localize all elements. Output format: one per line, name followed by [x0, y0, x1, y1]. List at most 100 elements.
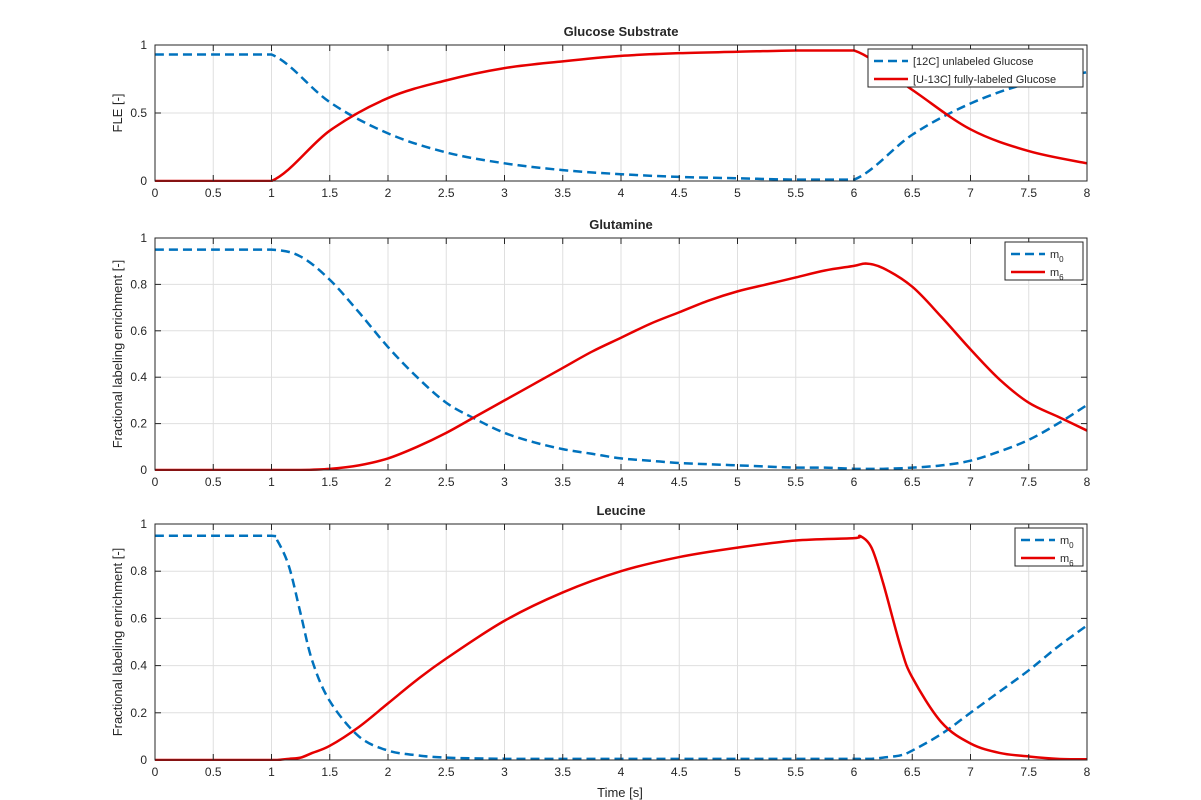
x-tick-label: 2.5 [438, 186, 455, 200]
y-tick-label: 0 [140, 174, 147, 188]
legend-label: m6 [1050, 267, 1064, 282]
y-tick-label: 1 [140, 231, 147, 245]
y-axis-title: Fractional labeling enrichment [-] [110, 260, 125, 449]
plot-title: Glutamine [589, 217, 653, 232]
plot-title: Leucine [596, 503, 645, 518]
x-tick-label: 0 [152, 186, 159, 200]
y-tick-label: 0.8 [130, 277, 147, 291]
plot-title: Glucose Substrate [564, 24, 679, 39]
subplot-1: 0 0.5 1 1.5 2 2.5 3 3.5 4 4.5 5 5.5 6 6.5 7 7.5 8 0 0.5 1 Gl… [110, 24, 1091, 200]
x-tick-label: 5 [734, 765, 741, 779]
y-tick-label: 0.5 [130, 106, 147, 120]
series-line-m0 [155, 248, 1087, 471]
x-tick-label: 7 [967, 475, 974, 489]
legend-label: m0 [1050, 249, 1064, 264]
x-tick-label: 7.5 [1020, 186, 1037, 200]
x-tick-label: 8 [1084, 765, 1091, 779]
x-tick-label: 7 [967, 765, 974, 779]
x-tick-label: 6 [851, 765, 858, 779]
x-tick-label: 4 [618, 475, 625, 489]
series-line-unlabeled [155, 53, 1087, 181]
x-tick-label: 5 [734, 186, 741, 200]
x-tick-label: 3 [501, 186, 508, 200]
subplots: 0 0.5 1 1.5 2 2.5 3 3.5 4 4.5 5 5.5 6 6.5 7 7.5 8 0 0.5 1 Gl… [110, 24, 1091, 779]
y-tick-label: 0.6 [130, 324, 147, 338]
subplot-3: 0 0.5 1 1.5 2 2.5 3 3.5 4 4.5 5 5.5 6 6.5 7 7.5 8 0 0.2 0.4… [110, 503, 1091, 779]
subplot-2: 0 0.5 1 1.5 2 2.5 3 3.5 4 4.5 5 5.5 6 6.5 7 7.5 8 0 0.2 0.4… [110, 217, 1091, 489]
legend-label: m6 [1060, 553, 1074, 568]
x-tick-label: 1.5 [321, 765, 338, 779]
x-tick-label: 6 [851, 475, 858, 489]
x-tick-label: 2.5 [438, 475, 455, 489]
legend-box [1014, 527, 1084, 567]
x-tick-label: 2 [385, 186, 392, 200]
x-tick-label: 4 [618, 186, 625, 200]
x-tick-label: 2 [385, 765, 392, 779]
y-tick-label: 0 [140, 463, 147, 477]
y-tick-label: 0 [140, 753, 147, 767]
x-tick-label: 1.5 [321, 186, 338, 200]
series-line-labeled [155, 49, 1087, 182]
x-tick-label: 3.5 [554, 765, 571, 779]
x-tick-label: 4.5 [671, 475, 688, 489]
y-tick-label: 0.6 [130, 611, 147, 625]
y-tick-label: 0.2 [130, 417, 147, 431]
x-tick-label: 6.5 [904, 765, 921, 779]
y-tick-label: 0.2 [130, 706, 147, 720]
x-tick-label: 5.5 [787, 186, 804, 200]
x-tick-label: 2 [385, 475, 392, 489]
x-tick-label: 1 [268, 765, 275, 779]
x-tick-label: 0.5 [205, 765, 222, 779]
x-tick-label: 1.5 [321, 475, 338, 489]
x-tick-label: 0 [152, 475, 159, 489]
x-tick-label: 8 [1084, 186, 1091, 200]
x-tick-label: 3 [501, 475, 508, 489]
x-tick-label: 6.5 [904, 186, 921, 200]
legend-box [867, 48, 1084, 88]
legend-label-subscript: 0 [1069, 541, 1074, 550]
y-tick-label: 0.4 [130, 370, 147, 384]
x-axis-title: Time [s] [597, 785, 643, 800]
x-tick-label: 7 [967, 186, 974, 200]
series-line-m6 [155, 262, 1087, 471]
x-tick-label: 0.5 [205, 186, 222, 200]
x-tick-label: 7.5 [1020, 475, 1037, 489]
legend-label-text: m [1060, 535, 1069, 547]
y-tick-label: 1 [140, 517, 147, 531]
legend-box [1004, 241, 1084, 281]
series-line-m6 [155, 534, 1087, 761]
y-axis-title: Fractional labeling enrichment [-] [110, 548, 125, 737]
x-tick-label: 0 [152, 765, 159, 779]
legend-label-text: [12C] unlabeled Glucose [913, 56, 1033, 68]
x-tick-label: 1 [268, 475, 275, 489]
x-tick-label: 4.5 [671, 186, 688, 200]
x-tick-label: 4 [618, 765, 625, 779]
legend-label-text: m [1050, 267, 1059, 279]
x-tick-label: 3.5 [554, 475, 571, 489]
x-tick-label: 5.5 [787, 765, 804, 779]
legend-label-subscript: 6 [1059, 273, 1064, 282]
x-tick-label: 6.5 [904, 475, 921, 489]
legend-label-subscript: 6 [1069, 559, 1074, 568]
series-line-m0 [155, 534, 1087, 761]
y-axis-title: FLE [-] [110, 93, 125, 132]
y-tick-label: 0.4 [130, 659, 147, 673]
legend-label: [U-13C] fully-labeled Glucose [913, 74, 1056, 86]
legend-label: [12C] unlabeled Glucose [913, 56, 1033, 68]
legend: [12C] unlabeled Glucose [U-13C] fully-lab… [867, 48, 1084, 88]
x-tick-label: 1 [268, 186, 275, 200]
x-tick-label: 5 [734, 475, 741, 489]
x-tick-label: 3.5 [554, 186, 571, 200]
legend-label-text: [U-13C] fully-labeled Glucose [913, 74, 1056, 86]
x-tick-label: 3 [501, 765, 508, 779]
x-tick-label: 6 [851, 186, 858, 200]
x-tick-label: 4.5 [671, 765, 688, 779]
legend-label-subscript: 0 [1059, 255, 1064, 264]
x-tick-label: 7.5 [1020, 765, 1037, 779]
y-tick-label: 1 [140, 38, 147, 52]
x-tick-label: 0.5 [205, 475, 222, 489]
legend: m0 m6 [1004, 241, 1084, 282]
x-tick-label: 8 [1084, 475, 1091, 489]
